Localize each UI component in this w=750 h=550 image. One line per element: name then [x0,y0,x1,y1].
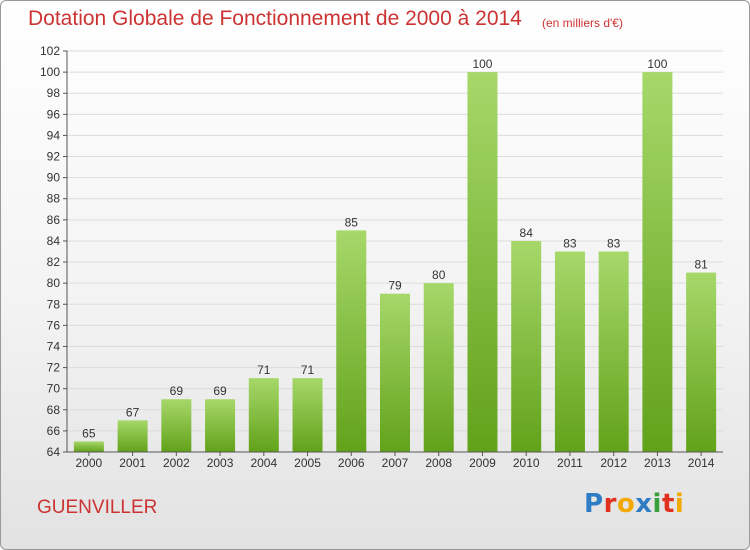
data-label: 84 [520,226,534,240]
chart-title: Dotation Globale de Fonctionnement de 20… [28,7,522,30]
grid-layer [67,50,723,453]
y-tick-label: 96 [47,107,61,121]
proxiti-logo: Proxiti [584,489,684,519]
data-label: 100 [647,57,667,71]
y-tick-label: 70 [47,382,61,396]
y-tick-label: 74 [47,339,61,353]
data-label: 67 [126,405,140,419]
logo-letter: P [584,489,604,519]
axis-layer: 64 66 68 70 72 74 76 78 80 82 84 86 88 90 92 94 96 98 100 1… [40,44,723,470]
data-label: 69 [170,384,184,398]
y-tick-label: 94 [47,128,61,142]
data-label: 69 [213,384,227,398]
data-label: 71 [257,363,271,377]
data-label: 80 [432,268,446,282]
bar-2003 [205,399,236,452]
logo-letter: x [635,489,653,519]
unit-note: (en milliers d'€) [542,16,623,30]
y-tick-label: 76 [47,318,61,332]
x-tick-label: 2014 [688,456,715,470]
x-tick-label: 2012 [600,456,627,470]
y-tick-label: 66 [47,424,61,438]
data-label: 83 [563,237,577,251]
bar-2001 [117,420,148,452]
bar-2010 [511,240,542,452]
bar-2014 [686,272,717,452]
bar-2011 [554,251,585,452]
commune-name: GUENVILLER [37,497,158,518]
logo-letter: i [652,489,662,519]
y-tick-label: 100 [40,65,60,79]
y-tick-label: 92 [47,150,61,164]
bar-2009 [467,72,498,453]
y-tick-label: 88 [47,192,61,206]
x-tick-label: 2000 [76,456,103,470]
y-tick-label: 102 [40,44,60,58]
data-label: 79 [388,279,402,293]
x-tick-label: 2008 [425,456,452,470]
y-tick-label: 78 [47,297,61,311]
y-tick-label: 90 [47,171,61,185]
data-label: 100 [472,57,492,71]
bar-2002 [161,399,192,452]
bar-2000 [73,441,104,452]
bar-2005 [292,378,323,452]
data-label: 71 [301,363,315,377]
bar-2013 [642,72,673,453]
logo-letter: i [674,489,685,519]
y-tick-label: 86 [47,213,61,227]
bar-2012 [598,251,629,452]
y-tick-label: 82 [47,255,61,269]
y-tick-label: 68 [47,403,61,417]
y-tick-label: 98 [47,86,61,100]
data-label: 85 [345,215,359,229]
x-tick-label: 2013 [644,456,671,470]
y-tick-label: 64 [47,445,61,459]
x-tick-label: 2006 [338,456,365,470]
x-tick-label: 2003 [207,456,234,470]
x-tick-label: 2010 [513,456,540,470]
x-tick-label: 2004 [250,456,277,470]
y-tick-label: 80 [47,276,61,290]
x-tick-label: 2011 [557,456,583,470]
logo-letter: o [616,489,636,519]
labels-layer: 65 67 69 69 71 71 85 79 80 100 84 83 83 100 81 [82,57,708,440]
x-tick-label: 2009 [469,456,496,470]
y-tick-label: 84 [47,234,61,248]
y-tick-label: 72 [47,361,61,375]
bar-2006 [336,230,367,452]
x-tick-label: 2005 [294,456,321,470]
bar-2004 [248,378,279,452]
logo-letter: r [603,489,617,519]
bar-2008 [423,283,454,452]
bars-layer [73,72,717,453]
x-tick-label: 2002 [163,456,190,470]
logo-letter: t [661,489,675,519]
bar-2007 [380,293,410,452]
x-tick-label: 2001 [119,456,146,470]
data-label: 81 [694,258,708,272]
data-label: 83 [607,237,621,251]
x-tick-label: 2007 [382,456,409,470]
data-label: 65 [82,426,96,440]
